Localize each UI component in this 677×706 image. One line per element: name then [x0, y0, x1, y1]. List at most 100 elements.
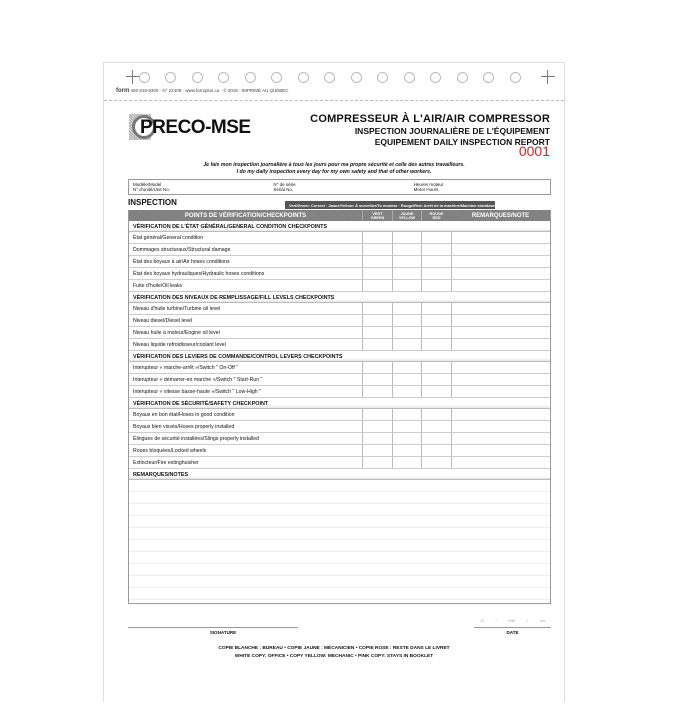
- green-check-cell[interactable]: [362, 315, 392, 326]
- remarks-cell[interactable]: [451, 362, 550, 373]
- red-check-cell[interactable]: [421, 256, 451, 267]
- model-field[interactable]: Modèle/Model N° d'unité/Unit No.: [133, 182, 170, 192]
- form-subtitle-en: EQUIPEMENT DAILY INSPECTION REPORT: [374, 137, 550, 147]
- yellow-check-cell[interactable]: [392, 374, 421, 385]
- remarks-cell[interactable]: [451, 409, 550, 420]
- green-check-cell[interactable]: [362, 409, 392, 420]
- red-check-cell[interactable]: [421, 409, 451, 420]
- registration-mark-icon: [541, 70, 555, 84]
- red-check-cell[interactable]: [421, 327, 451, 338]
- red-check-cell[interactable]: [421, 457, 451, 468]
- signature-line[interactable]: [128, 627, 298, 628]
- checklist-row: État général/General condition: [129, 232, 550, 244]
- checkpoint-label: État des boyaux à air/Air hoses conditio…: [133, 259, 230, 265]
- green-check-cell[interactable]: [362, 256, 392, 267]
- yellow-check-cell[interactable]: [392, 433, 421, 444]
- red-check-cell[interactable]: [421, 303, 451, 314]
- date-placeholders[interactable]: JJ / MM / AA: [479, 618, 546, 623]
- remarks-cell[interactable]: [451, 433, 550, 444]
- red-check-cell[interactable]: [421, 315, 451, 326]
- remarks-cell[interactable]: [451, 457, 550, 468]
- registration-mark-icon: [126, 70, 140, 84]
- remarks-cell[interactable]: [451, 445, 550, 456]
- checkpoint-label: Niveau diesel/Diesel level: [133, 318, 193, 324]
- remarks-cell[interactable]: [451, 303, 550, 314]
- yellow-check-cell[interactable]: [392, 232, 421, 243]
- checkpoint-label: Dommages structuraux/Structural damage: [133, 247, 231, 253]
- remarks-cell[interactable]: [451, 374, 550, 385]
- checklist-table: POINTS DE VÉRIFICATION/CHECKPOINTS VERT G…: [128, 210, 551, 604]
- yellow-check-cell[interactable]: [392, 327, 421, 338]
- punch-hole-icon: [218, 72, 229, 83]
- red-check-cell[interactable]: [421, 244, 451, 255]
- green-check-cell[interactable]: [362, 232, 392, 243]
- yellow-check-cell[interactable]: [392, 421, 421, 432]
- green-check-cell[interactable]: [362, 374, 392, 385]
- date-line[interactable]: [474, 627, 551, 628]
- yellow-check-cell[interactable]: [392, 303, 421, 314]
- red-check-cell[interactable]: [421, 433, 451, 444]
- yellow-check-cell[interactable]: [392, 256, 421, 267]
- yellow-check-cell[interactable]: [392, 445, 421, 456]
- red-check-cell[interactable]: [421, 268, 451, 279]
- red-check-cell[interactable]: [421, 362, 451, 373]
- green-check-cell[interactable]: [362, 445, 392, 456]
- green-check-cell[interactable]: [362, 433, 392, 444]
- green-check-cell[interactable]: [362, 280, 392, 291]
- remarks-cell[interactable]: [451, 421, 550, 432]
- green-check-cell[interactable]: [362, 268, 392, 279]
- red-check-cell[interactable]: [421, 445, 451, 456]
- red-check-cell[interactable]: [421, 421, 451, 432]
- yellow-check-cell[interactable]: [392, 268, 421, 279]
- checkpoint-label: Interupteur « marche-arrêt »/Switch " On…: [133, 365, 239, 371]
- yellow-check-cell[interactable]: [392, 244, 421, 255]
- green-check-cell[interactable]: [362, 339, 392, 350]
- remarks-cell[interactable]: [451, 256, 550, 267]
- serial-number: 0001: [518, 143, 550, 159]
- remarks-cell[interactable]: [451, 244, 550, 255]
- green-check-cell[interactable]: [362, 386, 392, 397]
- checklist-row: Niveau diesel/Diesel level: [129, 315, 550, 327]
- notes-area[interactable]: [129, 480, 550, 604]
- green-check-cell[interactable]: [362, 421, 392, 432]
- remarks-cell[interactable]: [451, 339, 550, 350]
- red-check-cell[interactable]: [421, 339, 451, 350]
- checklist-row: Interupteur « démarrer-en marche »/Switc…: [129, 374, 550, 386]
- green-check-cell[interactable]: [362, 244, 392, 255]
- motor-hours-field[interactable]: Heures moteur Motor Hours: [413, 182, 444, 192]
- remarks-cell[interactable]: [451, 327, 550, 338]
- remarks-cell[interactable]: [451, 315, 550, 326]
- checklist-row: Fuite d'huile/Oil leaks: [129, 280, 550, 292]
- yellow-check-cell[interactable]: [392, 280, 421, 291]
- green-check-cell[interactable]: [362, 327, 392, 338]
- remarks-cell[interactable]: [451, 280, 550, 291]
- remarks-cell[interactable]: [451, 232, 550, 243]
- checklist-row: Interupteur « marche-arrêt »/Switch " On…: [129, 362, 550, 374]
- checklist-row: Niveau huile à moteur/Engine oil level: [129, 327, 550, 339]
- green-check-cell[interactable]: [362, 457, 392, 468]
- red-check-cell[interactable]: [421, 280, 451, 291]
- remarks-cell[interactable]: [451, 268, 550, 279]
- yellow-check-cell[interactable]: [392, 362, 421, 373]
- checkpoint-label: Boyaux en bon état/Hoses in good conditi…: [133, 412, 235, 418]
- serial-field[interactable]: N° de série Serial No.: [273, 182, 296, 192]
- punch-hole-icon: [138, 72, 150, 83]
- punch-hole-icon: [297, 72, 309, 83]
- yellow-check-cell[interactable]: [392, 315, 421, 326]
- section-header: VÉRIFICATION DES NIVEAUX DE REMPLISSAGE/…: [129, 292, 550, 303]
- punch-hole-icon: [377, 72, 388, 83]
- red-check-cell[interactable]: [421, 232, 451, 243]
- yellow-check-cell[interactable]: [392, 386, 421, 397]
- green-check-cell[interactable]: [362, 303, 392, 314]
- yellow-check-cell[interactable]: [392, 409, 421, 420]
- yellow-check-cell[interactable]: [392, 339, 421, 350]
- checkpoint-label: Niveau d'huile turbine/Turbine oil level: [133, 306, 221, 312]
- checklist-row: Dommages structuraux/Structural damage: [129, 244, 550, 256]
- red-check-cell[interactable]: [421, 386, 451, 397]
- green-check-cell[interactable]: [362, 362, 392, 373]
- yellow-check-cell[interactable]: [392, 457, 421, 468]
- red-check-cell[interactable]: [421, 374, 451, 385]
- checkpoint-label: État général/General condition: [133, 235, 204, 241]
- form-subtitle-fr: INSPECTION JOURNALIÈRE DE L'ÉQUIPEMENT: [354, 126, 550, 136]
- remarks-cell[interactable]: [451, 386, 550, 397]
